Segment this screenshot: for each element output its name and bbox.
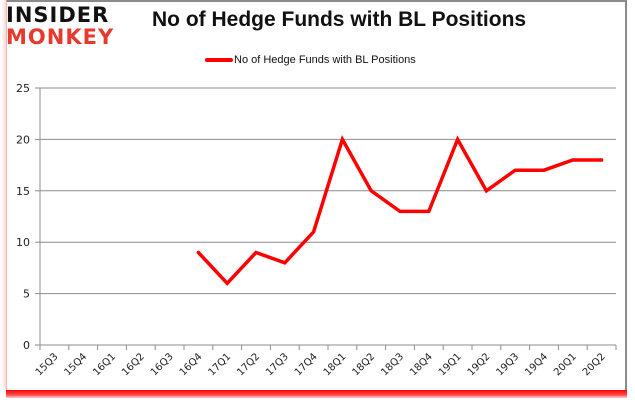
logo-line1: INSIDER bbox=[6, 3, 110, 27]
data-series bbox=[196, 134, 604, 286]
x-tick-label: 15Q4 bbox=[62, 351, 89, 378]
x-tick-label: 20Q1 bbox=[552, 351, 579, 378]
x-tick-label: 18Q4 bbox=[408, 351, 435, 378]
axes bbox=[35, 87, 617, 350]
y-tick-label: 20 bbox=[16, 133, 30, 146]
x-tick-label: 19Q2 bbox=[466, 351, 493, 378]
y-tick-label: 15 bbox=[16, 185, 30, 198]
chart-frame bbox=[6, 0, 627, 390]
x-tick-label: 17Q4 bbox=[293, 351, 320, 378]
x-tick-label: 16Q1 bbox=[91, 351, 118, 378]
x-tick-label: 19Q4 bbox=[523, 351, 550, 378]
y-tick-label: 10 bbox=[16, 236, 30, 249]
y-tick-label: 0 bbox=[23, 339, 30, 352]
insider-monkey-logo: INSIDER MONKEY bbox=[6, 4, 146, 48]
legend-line-swatch-icon bbox=[205, 58, 233, 62]
chart-legend: No of Hedge Funds with BL Positions bbox=[205, 54, 416, 66]
y-tick-label: 25 bbox=[16, 82, 30, 95]
x-tick-label: 15Q3 bbox=[34, 351, 61, 378]
x-tick-label: 16Q3 bbox=[149, 351, 176, 378]
logo-line2: MONKEY bbox=[6, 25, 115, 49]
x-tick-label: 18Q2 bbox=[350, 351, 377, 378]
x-tick-label: 20Q2 bbox=[581, 351, 608, 378]
x-tick-label: 16Q2 bbox=[120, 351, 147, 378]
x-axis-ticks: 15Q3 15Q4 16Q1 16Q2 16Q3 16Q4 17Q1 17Q2 17Q3 17Q4… bbox=[34, 351, 608, 378]
x-tick-label: 19Q1 bbox=[437, 351, 464, 378]
x-tick-label: 19Q3 bbox=[494, 351, 521, 378]
x-tick-label: 17Q2 bbox=[235, 351, 262, 378]
series-line bbox=[196, 134, 604, 286]
legend-label: No of Hedge Funds with BL Positions bbox=[234, 54, 416, 66]
y-axis-ticks: 0 5 10 15 20 25 bbox=[16, 82, 30, 352]
x-tick-label: 17Q1 bbox=[206, 351, 233, 378]
x-tick-label: 18Q1 bbox=[322, 351, 349, 378]
y-tick-label: 5 bbox=[23, 288, 30, 301]
chart-title: No of Hedge Funds with BL Positions bbox=[152, 8, 527, 31]
x-tick-label: 17Q3 bbox=[264, 351, 291, 378]
frame-bottom-accent bbox=[6, 390, 627, 398]
x-tick-label: 18Q3 bbox=[379, 351, 406, 378]
x-tick-label: 16Q4 bbox=[178, 351, 205, 378]
